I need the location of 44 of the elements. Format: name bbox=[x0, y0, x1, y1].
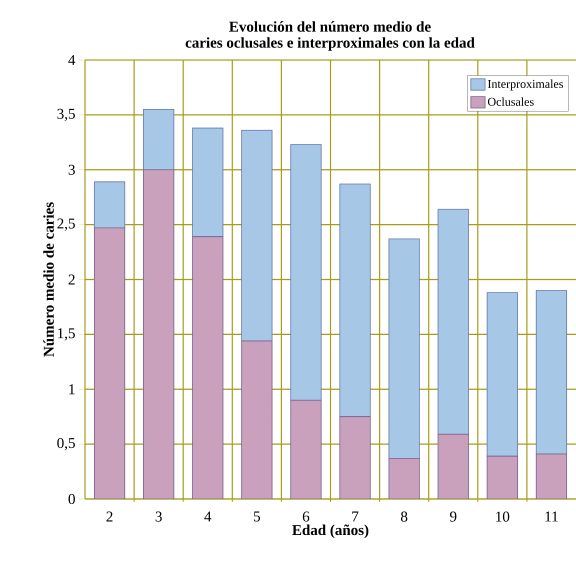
bar bbox=[536, 290, 568, 454]
bar bbox=[143, 170, 174, 499]
bar bbox=[290, 144, 322, 401]
x-tick-label: 9 bbox=[450, 512, 456, 522]
y-axis-title: Número medio de caries bbox=[43, 202, 54, 357]
chart-title: Evolución del número medio de caries oclusales e interproximales con la edad bbox=[186, 21, 475, 51]
bar bbox=[438, 434, 468, 499]
x-tick-label: 6 bbox=[302, 512, 310, 522]
x-tick-label: 7 bbox=[352, 512, 358, 522]
bar bbox=[438, 208, 469, 435]
bar bbox=[192, 128, 224, 238]
bar bbox=[192, 236, 223, 499]
y-tick-label: 2 bbox=[68, 274, 75, 284]
x-tick-label: 5 bbox=[254, 512, 260, 522]
bar bbox=[242, 340, 272, 499]
y-tick-label: 0,5 bbox=[57, 438, 75, 450]
x-tick-label: 10 bbox=[496, 512, 510, 522]
y-tick-label: 4 bbox=[68, 55, 76, 65]
x-tick-label: 11 bbox=[546, 512, 558, 522]
x-tick-label: 8 bbox=[400, 512, 408, 522]
y-tick-label: 1 bbox=[69, 384, 75, 394]
y-tick-label: 1,5 bbox=[58, 328, 75, 340]
bar bbox=[94, 228, 125, 499]
legend-label: Interproximales bbox=[488, 80, 564, 90]
bar bbox=[388, 458, 420, 499]
bar bbox=[388, 238, 420, 459]
bar bbox=[340, 416, 370, 499]
y-tick-label: 0 bbox=[68, 494, 75, 504]
legend-label: Oclusales bbox=[488, 97, 534, 106]
bar bbox=[94, 181, 126, 228]
bar bbox=[241, 130, 272, 342]
bar bbox=[339, 184, 371, 418]
x-tick-label: 4 bbox=[204, 512, 212, 522]
bar bbox=[290, 400, 322, 499]
bar bbox=[487, 456, 518, 499]
x-axis-title: Edad (años) bbox=[292, 524, 368, 538]
y-tick-label: 2,5 bbox=[57, 218, 75, 231]
x-tick-label: 3 bbox=[156, 512, 162, 522]
bar bbox=[536, 454, 568, 499]
x-tick-label: 2 bbox=[106, 512, 112, 522]
bar bbox=[143, 108, 174, 170]
bar bbox=[486, 292, 518, 457]
y-tick-label: 3 bbox=[68, 164, 75, 175]
y-tick-label: 3,5 bbox=[57, 108, 75, 121]
